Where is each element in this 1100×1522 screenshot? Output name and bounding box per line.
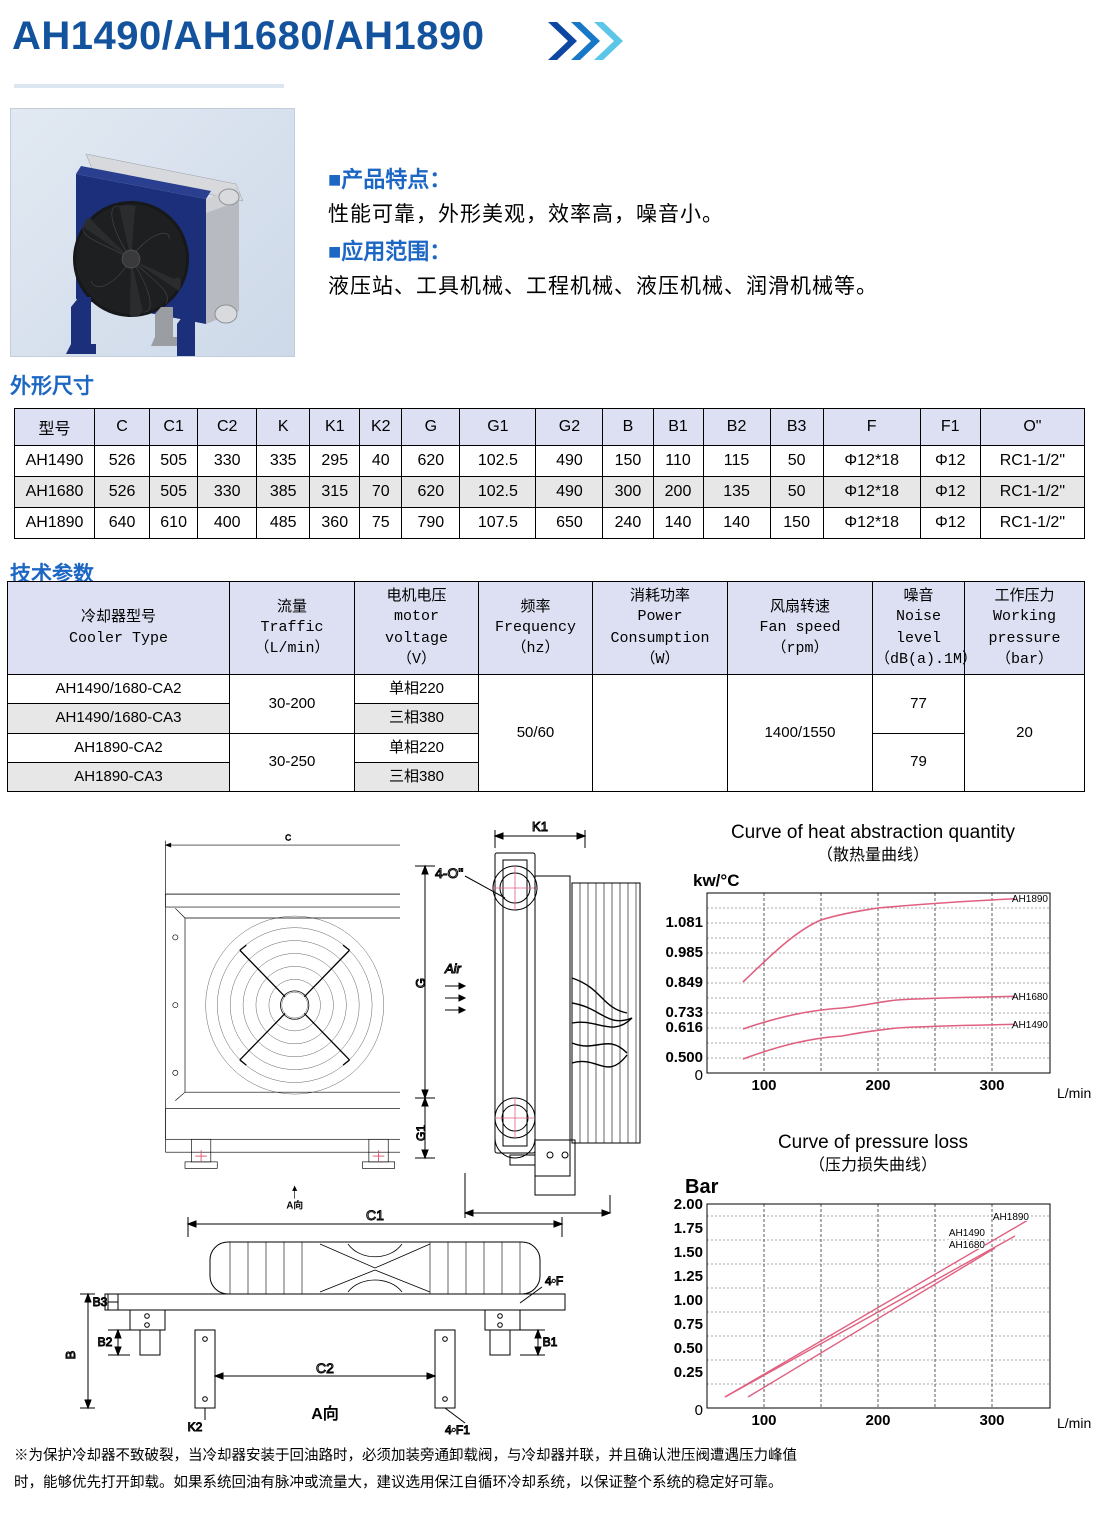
svg-text:AH1680: AH1680 [1012,992,1049,1003]
svg-text:K2: K2 [188,1420,203,1434]
svg-text:C1: C1 [366,1207,384,1223]
svg-text:1.00: 1.00 [674,1292,703,1309]
svg-text:AH1890: AH1890 [1012,894,1049,905]
svg-text:300: 300 [979,1077,1004,1094]
svg-text:0.616: 0.616 [665,1019,703,1036]
svg-text:300: 300 [979,1412,1004,1428]
svg-text:0.849: 0.849 [665,974,703,991]
svg-text:kw/°C: kw/°C [693,871,739,890]
svg-text:AH1490: AH1490 [1012,1020,1049,1031]
svg-text:（压力损失曲线）: （压力损失曲线） [809,1156,937,1174]
svg-text:Curve of pressure loss: Curve of pressure loss [778,1132,968,1153]
svg-text:C2: C2 [316,1360,334,1376]
svg-text:0.985: 0.985 [665,944,703,961]
svg-text:G: G [413,978,428,988]
svg-text:100: 100 [751,1077,776,1094]
svg-text:200: 200 [865,1412,890,1428]
svg-text:0: 0 [695,1067,703,1084]
svg-text:L/min: L/min [1057,1415,1091,1428]
svg-text:1.081: 1.081 [665,914,703,931]
svg-text:0: 0 [695,1402,703,1419]
svg-text:2.00: 2.00 [674,1196,703,1213]
svg-text:C: C [285,833,291,843]
svg-text:Air: Air [444,961,462,976]
svg-text:0.50: 0.50 [674,1340,703,1357]
svg-text:AH1890: AH1890 [993,1212,1030,1223]
svg-text:0.25: 0.25 [674,1364,703,1381]
svg-text:1.50: 1.50 [674,1244,703,1261]
svg-text:0.500: 0.500 [665,1049,703,1066]
svg-text:AH1490: AH1490 [949,1228,986,1239]
svg-text:B1: B1 [543,1335,558,1349]
svg-text:B: B [63,1351,78,1360]
svg-text:Bar: Bar [685,1176,719,1198]
svg-text:4-O": 4-O" [435,865,463,881]
svg-text:L/min: L/min [1057,1085,1091,1101]
svg-text:B3: B3 [93,1295,108,1309]
svg-text:0.75: 0.75 [674,1316,703,1333]
svg-text:4•F1: 4•F1 [445,1423,470,1435]
svg-text:B2: B2 [98,1335,113,1349]
svg-text:200: 200 [865,1077,890,1094]
svg-text:1.75: 1.75 [674,1220,703,1237]
svg-text:100: 100 [751,1412,776,1428]
svg-text:（散热量曲线）: （散热量曲线） [817,846,929,864]
svg-text:Curve of heat abstraction quan: Curve of heat abstraction quantity [731,822,1016,843]
svg-text:K1: K1 [532,819,548,834]
svg-text:AH1680: AH1680 [949,1240,986,1251]
svg-text:1.25: 1.25 [674,1268,703,1285]
svg-text:G1: G1 [414,1125,428,1141]
svg-text:4•F: 4•F [545,1274,563,1288]
svg-text:A向: A向 [311,1404,339,1423]
